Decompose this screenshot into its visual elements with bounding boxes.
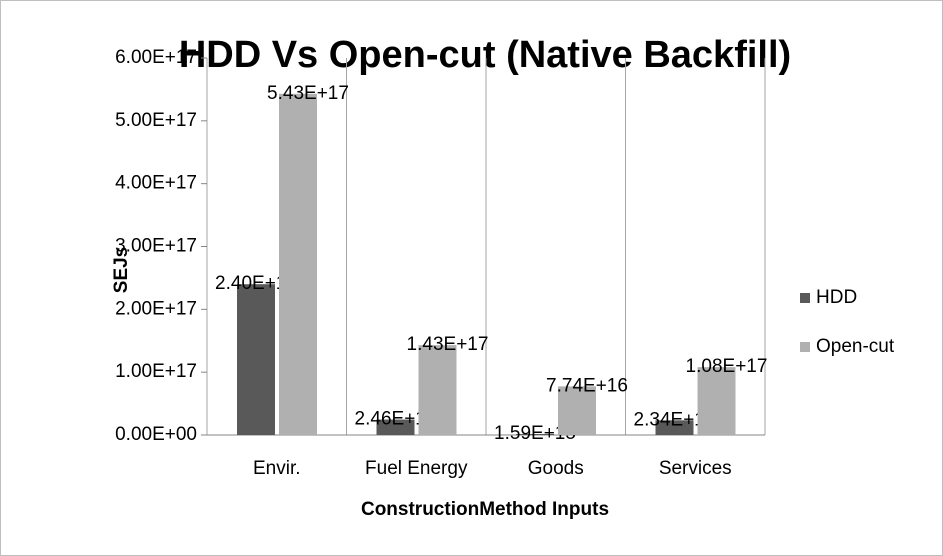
legend-swatch: [800, 293, 810, 303]
bar: [237, 284, 275, 435]
x-tick-label: Envir.: [253, 458, 301, 479]
bar: [418, 345, 457, 435]
legend-label: Open-cut: [816, 336, 895, 357]
data-label: 1.43E+17: [407, 334, 489, 355]
x-tick-label: Fuel Energy: [365, 458, 468, 479]
bar: [279, 93, 317, 435]
y-tick-label: 6.00E+17: [115, 47, 197, 68]
data-label: 1.59E+15: [494, 423, 576, 444]
y-tick-label: 4.00E+17: [115, 173, 197, 194]
x-tick-label: Services: [659, 458, 732, 479]
data-label: 1.08E+17: [686, 356, 768, 377]
bar: [697, 367, 736, 435]
legend-label: HDD: [816, 287, 857, 308]
bar: [376, 419, 415, 435]
chart-title: HDD Vs Open-cut (Native Backfill): [179, 34, 791, 76]
legend-swatch: [800, 342, 810, 352]
bar: [558, 386, 596, 435]
bar: [655, 420, 694, 435]
y-tick-label: 2.00E+17: [115, 298, 197, 319]
bar: [516, 434, 554, 435]
data-label: 2.34E+16: [634, 409, 716, 430]
x-axis-label: ConstructionMethod Inputs: [361, 499, 609, 520]
y-tick-label: 0.00E+00: [115, 424, 197, 445]
y-tick-label: 1.00E+17: [115, 361, 197, 382]
data-label: 7.74E+16: [546, 375, 628, 396]
y-tick-label: 5.00E+17: [115, 110, 197, 131]
data-label: 5.43E+17: [267, 83, 349, 104]
x-tick-label: Goods: [528, 458, 584, 479]
y-axis-label: SEJs: [111, 247, 132, 293]
y-tick-label: 3.00E+17: [115, 236, 197, 257]
data-label: 2.46E+16: [355, 409, 437, 430]
data-label: 2.40E+17: [215, 273, 297, 294]
